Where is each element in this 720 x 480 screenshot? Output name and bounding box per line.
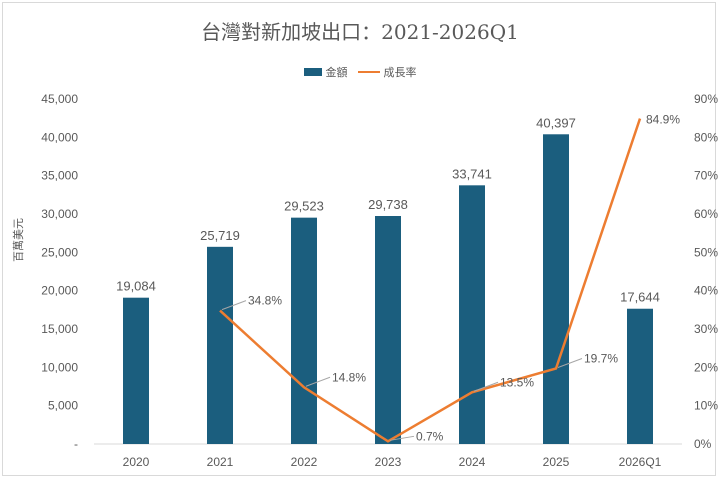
x-tick-label: 2020 (123, 455, 150, 469)
right-tick-label: 0% (694, 437, 712, 451)
right-tick-label: 80% (694, 130, 718, 144)
line-value-label: 14.8% (332, 370, 366, 384)
bar (375, 216, 401, 444)
x-tick-label: 2022 (291, 455, 318, 469)
bar (543, 134, 569, 444)
line-value-label: 19.7% (584, 351, 618, 365)
left-tick-label: 5,000 (48, 399, 78, 413)
left-tick-label: 35,000 (41, 169, 78, 183)
legend-bar-swatch (303, 68, 322, 76)
line-value-label: 0.7% (416, 429, 444, 443)
bar-value-label: 29,523 (284, 199, 324, 214)
left-tick-label: - (74, 437, 78, 451)
right-tick-label: 50% (694, 245, 718, 259)
left-tick-label: 10,000 (41, 360, 78, 374)
left-tick-label: 25,000 (41, 245, 78, 259)
left-tick-label: 20,000 (41, 284, 78, 298)
leader-line (305, 376, 331, 387)
chart-title: 台灣對新加坡出口：2021-2026Q1 (201, 20, 519, 44)
left-tick-label: 30,000 (41, 207, 78, 221)
bar (291, 217, 317, 444)
bar-value-label: 25,719 (200, 228, 240, 243)
left-tick-label: 45,000 (41, 92, 78, 106)
right-tick-label: 40% (694, 284, 718, 298)
bar-value-label: 19,084 (116, 279, 156, 294)
right-tick-label: 70% (694, 169, 718, 183)
bar-value-label: 33,741 (452, 166, 492, 181)
legend: 金額 成長率 (0, 64, 720, 80)
x-tick-label: 2026Q1 (619, 455, 662, 469)
x-tick-label: 2024 (459, 455, 486, 469)
left-tick-label: 15,000 (41, 322, 78, 336)
x-tick-label: 2023 (375, 455, 402, 469)
bar (627, 308, 653, 444)
bar (123, 297, 149, 444)
x-tick-label: 2025 (543, 455, 570, 469)
leader-line (557, 358, 583, 368)
left-tick-label: 40,000 (41, 130, 78, 144)
right-tick-label: 10% (694, 399, 718, 413)
bar-value-label: 17,644 (620, 290, 660, 305)
line-value-label: 34.8% (248, 294, 282, 308)
right-tick-label: 30% (694, 322, 718, 336)
line-value-label: 13.5% (500, 375, 534, 389)
bar (459, 185, 485, 444)
growth-line (219, 118, 642, 443)
legend-line-label: 成長率 (383, 66, 417, 79)
bar-value-label: 40,397 (536, 115, 576, 130)
right-tick-label: 60% (694, 207, 718, 221)
right-tick-label: 20% (694, 360, 718, 374)
right-tick-label: 90% (694, 92, 718, 106)
leader-line (221, 300, 247, 311)
x-tick-label: 2021 (207, 455, 234, 469)
chart-frame (2, 2, 716, 476)
legend-bar-label: 金額 (325, 66, 348, 79)
leader-line (473, 381, 499, 392)
leader-line (389, 435, 415, 441)
legend-line-swatch (357, 71, 380, 73)
bar-value-label: 29,738 (368, 197, 408, 212)
line-value-label: 84.9% (646, 113, 680, 127)
bar (207, 246, 233, 444)
